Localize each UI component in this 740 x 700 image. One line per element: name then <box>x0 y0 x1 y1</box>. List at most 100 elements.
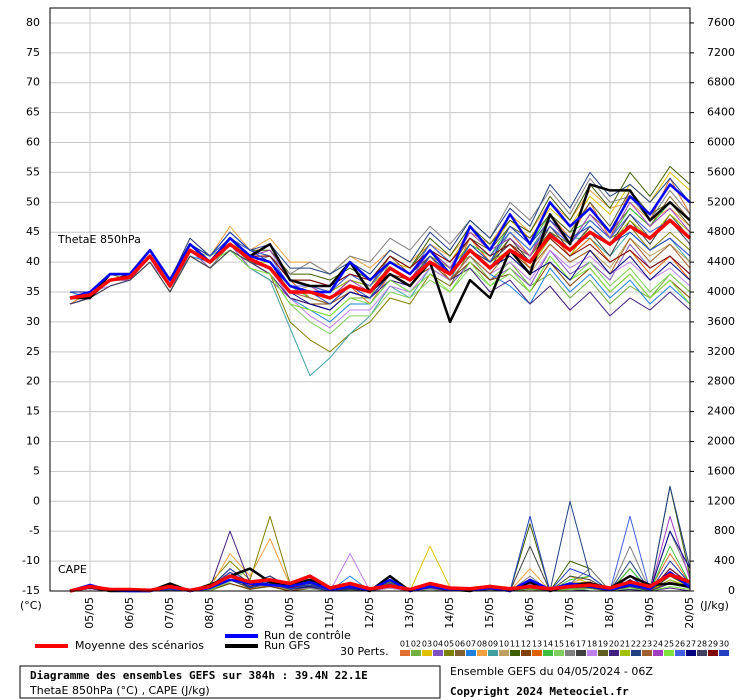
x-tick-label: 19/05 <box>643 597 656 629</box>
perts-label: 30 Perts. <box>340 645 389 658</box>
legend-swatch <box>532 650 542 656</box>
legend-swatch <box>675 650 685 656</box>
legend-label: 22 <box>631 640 641 649</box>
y2-tick-label: 2800 <box>707 375 735 388</box>
legend-swatch <box>521 650 531 656</box>
y-tick-label: 70 <box>26 76 40 89</box>
legend-label: 21 <box>620 640 630 649</box>
legend-swatch <box>642 650 652 656</box>
legend-swatch <box>543 650 553 656</box>
legend-label: 20 <box>609 640 619 649</box>
plot-frame <box>49 7 691 592</box>
legend-label: 10 <box>499 640 509 649</box>
legend-swatch <box>411 650 421 656</box>
legend-swatch <box>477 650 487 656</box>
series-line <box>69 218 692 300</box>
legend-swatch <box>664 650 674 656</box>
series-line <box>69 572 691 593</box>
title-box <box>19 665 441 699</box>
y2-tick-label: 4800 <box>707 225 735 238</box>
legend-label: 05 <box>444 640 454 649</box>
legend-swatch <box>444 650 454 656</box>
y-tick-label: -10 <box>22 554 40 567</box>
legend-swatch <box>653 650 663 656</box>
legend-label: Run de contrôle <box>264 629 351 642</box>
y-tick-label: 20 <box>26 375 40 388</box>
legend-swatch <box>620 650 630 656</box>
x-tick-label: 05/05 <box>83 597 96 629</box>
series-line <box>69 183 691 300</box>
y2-tick-label: 3200 <box>707 345 735 358</box>
y2-tick-label: 7600 <box>707 16 735 29</box>
legend-label: 24 <box>653 640 663 649</box>
legend-label: 08 <box>477 640 487 649</box>
x-tick-label: 09/05 <box>243 597 256 629</box>
grid: -15 -10 -5 0 5 10 15 20 25 30 35 40 45 50 55 60 65 70 75 80… <box>22 8 735 629</box>
y2-tick-label: 6000 <box>707 136 735 149</box>
y2-tick-label: 7200 <box>707 46 735 59</box>
legend-label: 16 <box>565 640 575 649</box>
legend-swatch <box>609 650 619 656</box>
legend-swatch <box>455 650 465 656</box>
y2-tick-label: 6800 <box>707 76 735 89</box>
legend-label: 29 <box>708 640 718 649</box>
y-tick-label: 15 <box>26 405 40 418</box>
x-tick-label: 07/05 <box>163 597 176 629</box>
legend-label: 07 <box>466 640 476 649</box>
y2-tick-label: 800 <box>714 524 735 537</box>
legend-swatch <box>587 650 597 656</box>
y2-tick-label: 1600 <box>707 464 735 477</box>
y2-tick-label: 2000 <box>707 435 735 448</box>
legend-label: 11 <box>510 640 520 649</box>
legend-label: 26 <box>675 640 685 649</box>
legend-label: 14 <box>543 640 553 649</box>
legend-label: 06 <box>455 640 465 649</box>
legend-swatch <box>708 650 718 656</box>
legend-label: 23 <box>642 640 652 649</box>
y-tick-label: 5 <box>33 464 40 477</box>
y-tick-label: 80 <box>26 16 40 29</box>
y2-tick-label: 2400 <box>707 405 735 418</box>
y-tick-label: 60 <box>26 136 40 149</box>
legend-label: 28 <box>697 640 707 649</box>
y-tick-label: 40 <box>26 255 40 268</box>
copyright: Copyright 2024 Meteociel.fr <box>450 685 629 698</box>
legend-swatch <box>510 650 520 656</box>
chart-subtitle: ThetaE 850hPa (°C) , CAPE (J/kg) <box>29 684 210 697</box>
legend: Moyenne des scénarios Run de contrôleRun … <box>35 629 729 656</box>
x-tick-label: 18/05 <box>603 597 616 629</box>
legend-label: 12 <box>521 640 531 649</box>
legend-swatch <box>499 650 509 656</box>
y-tick-label: -5 <box>29 524 40 537</box>
x-tick-label: 11/05 <box>323 597 336 629</box>
legend-label: 01 <box>400 640 410 649</box>
legend-swatch <box>598 650 608 656</box>
legend-swatch <box>422 650 432 656</box>
y-tick-label: 25 <box>26 345 40 358</box>
y2-tick-label: 3600 <box>707 315 735 328</box>
cape-label: CAPE <box>58 563 87 576</box>
legend-swatch <box>686 650 696 656</box>
y-tick-label: 10 <box>26 435 40 448</box>
legend-label: 03 <box>422 640 432 649</box>
x-tick-label: 17/05 <box>563 597 576 629</box>
y-tick-label: 75 <box>26 46 40 59</box>
legend-swatch <box>488 650 498 656</box>
legend-label: 25 <box>664 640 674 649</box>
chart-title: Diagramme des ensembles GEFS sur 384h : … <box>30 669 368 682</box>
legend-swatch <box>719 650 729 656</box>
legend-swatch <box>554 650 564 656</box>
legend-label: 30 <box>719 640 729 649</box>
legend-label: 18 <box>587 640 597 649</box>
y-tick-label: 55 <box>26 165 40 178</box>
legend-label: 17 <box>576 640 586 649</box>
legend-swatch <box>576 650 586 656</box>
legend-swatch <box>466 650 476 656</box>
x-tick-label: 10/05 <box>283 597 296 629</box>
y-axis-unit: (°C) <box>20 599 42 612</box>
x-tick-label: 16/05 <box>523 597 536 629</box>
x-tick-label: 08/05 <box>203 597 216 629</box>
legend-label: Run GFS <box>264 639 310 652</box>
y-tick-label: 35 <box>26 285 40 298</box>
